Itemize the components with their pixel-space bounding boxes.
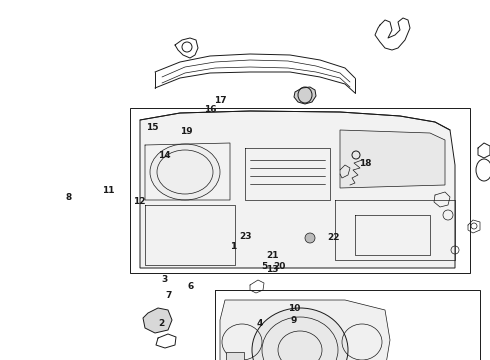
Text: 13: 13	[266, 265, 278, 274]
Ellipse shape	[252, 308, 348, 360]
Text: 18: 18	[359, 159, 371, 168]
Text: 11: 11	[101, 186, 114, 195]
Text: 7: 7	[166, 291, 172, 300]
Text: 20: 20	[273, 262, 286, 271]
Text: 1: 1	[230, 242, 236, 251]
Text: 9: 9	[291, 316, 297, 325]
Polygon shape	[220, 300, 390, 360]
Text: 5: 5	[262, 262, 268, 271]
Text: 22: 22	[327, 233, 340, 242]
Ellipse shape	[150, 144, 220, 200]
Text: 19: 19	[180, 127, 193, 136]
Text: 4: 4	[256, 320, 263, 328]
Text: 6: 6	[188, 282, 194, 291]
Text: 14: 14	[158, 151, 171, 160]
Polygon shape	[140, 111, 455, 268]
Text: 21: 21	[266, 251, 279, 260]
Bar	[226, 352, 244, 360]
Text: 23: 23	[239, 233, 251, 242]
Text: 16: 16	[204, 105, 217, 114]
Text: 12: 12	[133, 197, 146, 206]
Bar	[130, 108, 470, 273]
Text: 3: 3	[161, 274, 167, 284]
Text: 15: 15	[146, 123, 158, 132]
Text: 17: 17	[214, 96, 227, 105]
Text: 8: 8	[66, 193, 72, 202]
Polygon shape	[294, 87, 316, 104]
Polygon shape	[143, 308, 172, 333]
Ellipse shape	[305, 233, 315, 243]
Text: 2: 2	[159, 320, 165, 328]
Text: 10: 10	[288, 304, 300, 313]
Polygon shape	[340, 130, 445, 188]
Bar	[215, 290, 480, 360]
